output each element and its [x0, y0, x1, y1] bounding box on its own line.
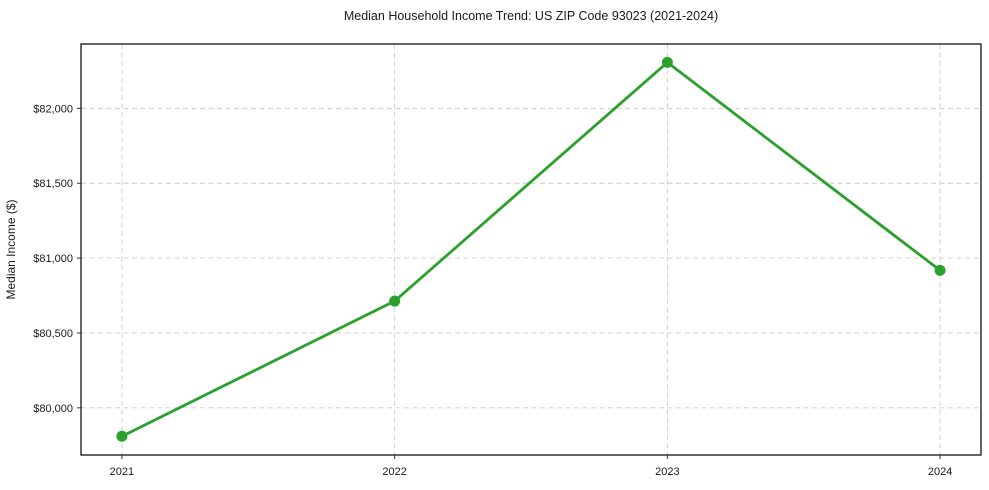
trend-line [120, 61, 942, 438]
x-tick-label: 2024 [928, 466, 952, 478]
y-axis-label: Median Income ($) [4, 199, 18, 299]
y-tick-label: $80,000 [33, 403, 73, 415]
x-tick-label: 2022 [382, 466, 406, 478]
y-tick-label: $81,500 [33, 178, 73, 190]
x-tick-label: 2021 [110, 466, 134, 478]
chart-title: Median Household Income Trend: US ZIP Co… [343, 9, 719, 23]
y-tick-label: $81,000 [33, 253, 73, 265]
axes-spines [80, 43, 982, 456]
x-tick-label: 2023 [655, 466, 679, 478]
data-point-marker [116, 430, 128, 442]
data-point-marker [934, 264, 946, 276]
y-tick-label: $82,000 [33, 103, 73, 115]
data-point-marker [389, 295, 401, 307]
y-tick-label: $80,500 [33, 328, 73, 340]
data-point-marker [661, 56, 673, 68]
